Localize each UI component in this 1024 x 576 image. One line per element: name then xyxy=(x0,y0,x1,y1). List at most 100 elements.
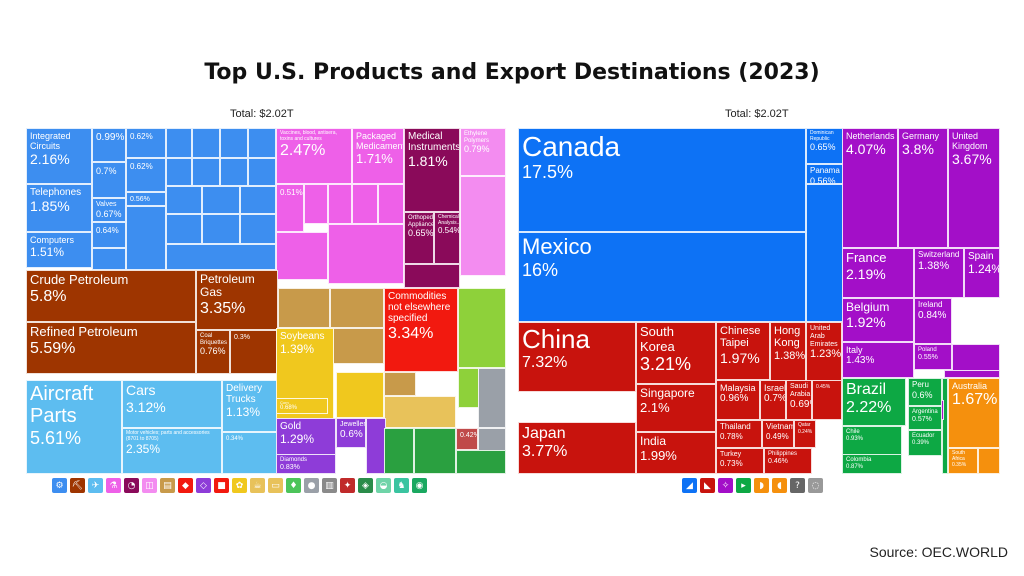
treemap-tile[interactable]: Canada 17.5% xyxy=(518,128,806,232)
treemap-tile[interactable]: Petroleum Gas 3.35% xyxy=(196,270,278,330)
treemap-tile[interactable]: Turkey 0.73% xyxy=(716,448,764,474)
treemap-tile-minor[interactable] xyxy=(192,128,220,158)
treemap-tile-minor[interactable] xyxy=(330,288,384,328)
treemap-tile-minor[interactable] xyxy=(220,128,248,158)
treemap-tile[interactable]: Israel 0.7% xyxy=(760,380,786,420)
treemap-tile-minor[interactable] xyxy=(458,288,506,368)
treemap-tile[interactable]: India 1.99% xyxy=(636,432,716,474)
treemap-tile-minor[interactable] xyxy=(384,396,456,428)
treemap-tile[interactable]: Italy 1.43% xyxy=(842,342,914,378)
treemap-tile[interactable]: Germany 3.8% xyxy=(898,128,948,248)
treemap-tile[interactable]: Panama 0.56% xyxy=(806,164,844,184)
treemap-tile[interactable]: United Arab Emirates 1.23% xyxy=(806,322,842,384)
treemap-tile[interactable]: Cars 3.12% xyxy=(122,380,222,428)
treemap-tile[interactable]: Thailand 0.78% xyxy=(716,420,762,448)
treemap-tile-minor[interactable] xyxy=(478,368,506,428)
treemap-tile[interactable]: Spain 1.24% xyxy=(964,248,1000,298)
treemap-tile[interactable]: Ethylene Polymers 0.79% xyxy=(460,128,506,176)
treemap-tile-minor[interactable] xyxy=(366,418,386,474)
treemap-tile-minor[interactable] xyxy=(336,372,384,418)
destinations-treemap[interactable]: Canada 17.5% Mexico 16% Dominican Republic 0.… xyxy=(518,128,1000,474)
treemap-tile[interactable]: Brazil 2.22% xyxy=(842,378,906,426)
machines-icon[interactable]: ⚙ xyxy=(52,478,67,493)
treemap-tile[interactable]: South Korea 3.21% xyxy=(636,322,716,384)
treemap-tile[interactable]: Integrated Circuits 2.16% xyxy=(26,128,92,184)
stone-icon[interactable]: ● xyxy=(304,478,319,493)
treemap-tile-minor[interactable] xyxy=(304,184,328,224)
treemap-tile[interactable]: Medical Instruments 1.81% xyxy=(404,128,460,212)
treemap-tile-minor[interactable] xyxy=(384,428,414,474)
treemap-tile[interactable]: Australia 1.67% xyxy=(948,378,1000,448)
treemap-tile-minor[interactable] xyxy=(166,244,276,270)
treemap-tile-minor[interactable] xyxy=(276,232,328,280)
transportation-icon[interactable]: ✈ xyxy=(88,478,103,493)
treemap-tile-minor[interactable] xyxy=(352,184,378,224)
treemap-tile-minor[interactable] xyxy=(328,224,404,284)
oceania-icon[interactable]: ◗ xyxy=(754,478,769,493)
treemap-tile-minor[interactable] xyxy=(460,176,506,276)
treemap-tile[interactable]: Poland 0.55% xyxy=(914,344,952,370)
treemap-tile[interactable]: Belgium 1.92% xyxy=(842,298,914,342)
treemap-tile-minor[interactable] xyxy=(944,370,1000,378)
textiles-icon[interactable]: ♦ xyxy=(286,478,301,493)
treemap-tile[interactable]: 0.62% xyxy=(126,128,166,158)
treemap-tile[interactable]: Singapore 2.1% xyxy=(636,384,716,432)
misc-icon[interactable]: ◆ xyxy=(178,478,193,493)
treemap-tile-minor[interactable] xyxy=(414,428,456,474)
africa-icon[interactable]: ◖ xyxy=(772,478,787,493)
treemap-tile[interactable]: 0.64% xyxy=(92,222,126,248)
treemap-tile-minor[interactable] xyxy=(456,450,506,474)
chemical-icon[interactable]: ⚗ xyxy=(106,478,121,493)
treemap-tile[interactable]: Corn 0.68% xyxy=(276,398,328,414)
treemap-tile-minor[interactable] xyxy=(202,214,240,244)
treemap-tile[interactable]: Mexico 16% xyxy=(518,232,806,322)
treemap-tile-minor[interactable] xyxy=(166,128,192,158)
treemap-tile-minor[interactable] xyxy=(92,248,126,270)
treemap-tile[interactable]: 0.62% xyxy=(126,158,166,192)
treemap-tile-minor[interactable] xyxy=(240,186,276,214)
treemap-tile-minor[interactable] xyxy=(202,186,240,214)
treemap-tile-minor[interactable] xyxy=(384,372,416,396)
treemap-tile[interactable]: Delivery Trucks 1.13% xyxy=(222,380,278,432)
treemap-tile-minor[interactable] xyxy=(248,128,276,158)
treemap-tile[interactable]: Ecuador 0.39% xyxy=(908,430,942,456)
treemap-tile-minor[interactable] xyxy=(328,184,352,224)
south-america-icon[interactable]: ▸ xyxy=(736,478,751,493)
europe-icon[interactable]: ✧ xyxy=(718,478,733,493)
treemap-tile[interactable]: Argentina 0.57% xyxy=(908,406,942,430)
treemap-tile[interactable]: Motor vehicles; parts and accessories (8… xyxy=(122,428,222,474)
treemap-tile[interactable]: Hong Kong 1.38% xyxy=(770,322,806,384)
treemap-tile-minor[interactable] xyxy=(248,158,276,186)
treemap-tile[interactable]: Packaged Medicaments1.71% xyxy=(352,128,404,184)
treemap-tile[interactable]: Philippines 0.46% xyxy=(764,448,812,474)
products-treemap[interactable]: Integrated Circuits 2.16% Telephones 1.85% C… xyxy=(26,128,506,474)
treemap-tile[interactable]: Colombia 0.87% xyxy=(842,454,902,474)
treemap-tile[interactable]: United Kingdom 3.67% xyxy=(948,128,1000,248)
treemap-tile[interactable]: Ireland 0.84% xyxy=(914,298,952,344)
treemap-tile[interactable]: Qatar 0.24% xyxy=(794,420,816,448)
treemap-tile[interactable]: Vietnam 0.49% xyxy=(762,420,794,448)
treemap-tile-minor[interactable] xyxy=(166,158,192,186)
treemap-tile[interactable]: China 7.32% xyxy=(518,322,636,392)
north-america-icon[interactable]: ◢ xyxy=(682,478,697,493)
treemap-tile[interactable]: Orthopedic Appliances0.65% xyxy=(404,212,434,264)
treemap-tile-minor[interactable] xyxy=(220,158,248,186)
instruments-icon[interactable]: ◔ xyxy=(124,478,139,493)
treemap-tile[interactable]: Aircraft Parts 5.61% xyxy=(26,380,122,474)
treemap-tile-minor[interactable] xyxy=(126,206,166,270)
treemap-tile[interactable]: Malaysia 0.96% xyxy=(716,380,760,420)
footwear-icon[interactable]: ◒ xyxy=(376,478,391,493)
treemap-tile-minor[interactable] xyxy=(166,186,202,214)
treemap-tile-minor[interactable] xyxy=(278,288,330,328)
treemap-tile[interactable]: 0.7% xyxy=(92,162,126,198)
paper-icon[interactable]: ▭ xyxy=(268,478,283,493)
vegetable-icon[interactable]: ✿ xyxy=(232,478,247,493)
treemap-tile-minor[interactable] xyxy=(330,328,384,364)
animal-icon[interactable]: ♞ xyxy=(394,478,409,493)
treemap-tile[interactable]: Telephones 1.85% xyxy=(26,184,92,232)
leather-icon[interactable]: ◈ xyxy=(358,478,373,493)
treemap-tile-minor[interactable] xyxy=(192,158,220,186)
treemap-tile-minor[interactable] xyxy=(404,264,460,288)
fats-icon[interactable]: ◉ xyxy=(412,478,427,493)
